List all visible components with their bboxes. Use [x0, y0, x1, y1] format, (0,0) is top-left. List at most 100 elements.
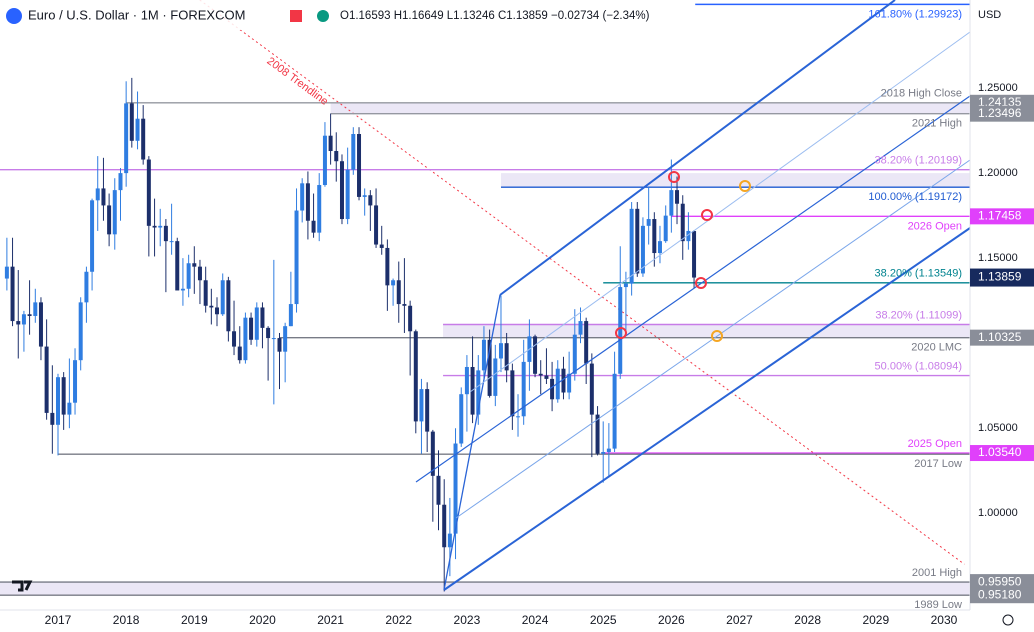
level-label: 100.00% (1.19172): [868, 191, 962, 203]
candle-body: [408, 305, 413, 332]
price-tag-label: 1.24135: [978, 95, 1022, 109]
candle-body: [197, 266, 202, 281]
candle-body: [640, 225, 645, 274]
candle-body: [362, 195, 367, 197]
candle-body: [430, 431, 435, 476]
x-tick-label: 2026: [658, 613, 685, 627]
candle-body: [175, 241, 180, 291]
candle-body: [16, 321, 21, 325]
candle-body: [595, 414, 600, 454]
candle-body: [55, 377, 60, 425]
pitchfork-upper: [499, 0, 896, 296]
candle-body: [521, 361, 526, 417]
candle-body: [487, 339, 492, 396]
candle-body: [618, 287, 623, 374]
settings-icon[interactable]: [1002, 614, 1014, 626]
price-tag-label: 1.10325: [978, 330, 1022, 344]
x-tick-label: 2025: [590, 613, 617, 627]
x-tick-label: 2017: [45, 613, 72, 627]
price-tag-label: 0.95180: [978, 587, 1022, 601]
x-tick-label: 2030: [931, 613, 958, 627]
price-tag-label: 1.17458: [978, 209, 1022, 223]
candle-body: [379, 244, 384, 248]
candle-body: [686, 230, 691, 242]
candle-body: [305, 183, 310, 221]
level-label: 2020 LMC: [911, 342, 962, 354]
level-label: 1989 Low: [914, 599, 962, 611]
candle-body: [90, 200, 95, 272]
candle-body: [555, 368, 560, 400]
legend-bg: [0, 0, 545, 30]
candle-body: [146, 159, 151, 226]
status-icon: [317, 10, 329, 22]
x-tick-label: 2029: [862, 613, 889, 627]
candle-body: [357, 134, 362, 197]
y-tick-label: 1.25000: [978, 82, 1018, 94]
level-label: 38.20% (1.20199): [875, 155, 962, 167]
candle-body: [453, 443, 458, 534]
level-label: 2017 Low: [914, 458, 962, 470]
candle-body: [232, 331, 237, 347]
level-label: 2026 Open: [908, 220, 962, 232]
candle-body: [95, 188, 100, 201]
candle-body: [300, 183, 305, 211]
candle-body: [124, 103, 129, 174]
currency[interactable]: USD: [978, 9, 1001, 21]
x-tick-label: 2023: [454, 613, 481, 627]
x-tick-label: 2028: [794, 613, 821, 627]
symbol-icon: [6, 8, 22, 24]
candle-body: [169, 241, 174, 243]
level-label: 2001 High: [912, 567, 962, 579]
trendline: [199, 0, 965, 565]
candle-body: [663, 215, 668, 242]
candle-body: [44, 346, 49, 413]
candle-body: [33, 302, 38, 316]
candle-body: [493, 358, 498, 396]
candle-body: [516, 416, 521, 418]
candle-body: [572, 334, 577, 374]
candle-body: [294, 210, 299, 305]
candle-body: [73, 360, 78, 403]
candle-body: [567, 373, 572, 393]
candle-body: [601, 452, 606, 454]
markers: [615, 171, 751, 342]
x-tick-label: 2021: [317, 613, 344, 627]
marker: [701, 209, 713, 221]
candle-body: [78, 302, 83, 361]
level-label: 38.20% (1.13549): [875, 268, 962, 280]
candle-body: [447, 533, 452, 548]
candle-body: [345, 169, 350, 220]
price-tag-label: 1.23496: [978, 106, 1022, 120]
candle-body: [589, 363, 594, 415]
candle-body: [84, 271, 89, 303]
candle-body: [260, 307, 265, 328]
candle-body: [391, 280, 396, 286]
zone: [500, 173, 970, 188]
plot-area: [0, 0, 971, 596]
price-tag: [970, 587, 1034, 604]
candle-body: [646, 219, 651, 226]
candle-body: [334, 151, 339, 162]
candle-body: [266, 327, 271, 339]
candle-body: [470, 366, 475, 415]
candle-body: [163, 225, 168, 242]
flag-icon: [290, 10, 302, 22]
candle-body: [322, 135, 327, 186]
candle-body: [186, 263, 191, 289]
candle-body: [10, 266, 15, 322]
candle-body: [498, 343, 503, 359]
candle-body: [271, 338, 276, 340]
candle-body: [152, 225, 157, 228]
price-tag: [970, 105, 1034, 122]
candle-body: [243, 317, 248, 361]
x-tick-label: 2019: [181, 613, 208, 627]
candle-body: [459, 394, 464, 444]
candle-body: [374, 205, 379, 245]
candle-body: [249, 317, 254, 340]
logo: [12, 580, 33, 592]
time-axis: [0, 610, 970, 632]
candle-body: [180, 288, 185, 291]
level-label: 2021 High: [912, 118, 962, 130]
candle-body: [652, 219, 657, 254]
level-label: 50.00% (1.08094): [875, 360, 962, 372]
